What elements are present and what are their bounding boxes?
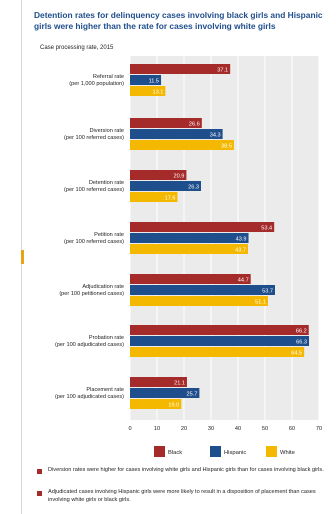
bar-value-label: 37.1 <box>217 68 228 74</box>
bar-black <box>130 325 309 335</box>
accent-mark <box>21 250 24 264</box>
bar-white <box>130 347 305 357</box>
legend-swatch-white <box>266 446 277 457</box>
bar-white <box>130 86 166 96</box>
category-label: Detention rate <box>89 180 124 186</box>
bar-value-label: 51.1 <box>255 300 266 306</box>
bar-value-label: 25.7 <box>186 392 197 398</box>
bar-value-label: 20.9 <box>174 174 185 180</box>
bar-value-label: 44.7 <box>238 278 249 284</box>
bar-value-label: 38.5 <box>221 144 232 150</box>
bar-value-label: 53.4 <box>261 226 272 232</box>
bar-black <box>130 64 231 74</box>
bar-hispanic <box>130 129 223 139</box>
bar-black <box>130 222 275 232</box>
chart-title: Detention rates for delinquency cases in… <box>34 10 323 31</box>
x-tick-label: 70 <box>316 426 322 432</box>
category-label: Diversion rate <box>89 128 124 134</box>
note-bullet <box>37 491 42 496</box>
bar-black <box>130 274 251 284</box>
bar-white <box>130 244 248 254</box>
bar-value-label: 66.2 <box>296 329 307 335</box>
bar-white <box>130 399 182 409</box>
category-sublabel: (per 100 adjudicated cases) <box>55 342 124 348</box>
bar-black <box>130 118 202 128</box>
category-label: Adjudication rate <box>82 284 124 290</box>
category-label: Probation rate <box>89 335 124 341</box>
bar-value-label: 43.7 <box>235 248 246 254</box>
bar-black <box>130 377 187 387</box>
category-label: Placement rate <box>86 387 124 393</box>
legend-swatch-black <box>154 446 165 457</box>
category-sublabel: (per 100 referred cases) <box>64 187 124 193</box>
x-tick-label: 30 <box>208 426 214 432</box>
bar-value-label: 11.5 <box>149 79 159 85</box>
bar-value-label: 66.3 <box>296 340 307 346</box>
note-bullet <box>37 469 42 474</box>
note-2: Adjudicated cases involving Hispanic gir… <box>48 489 316 503</box>
legend-label-white: White <box>280 450 295 456</box>
bar-value-label: 21.1 <box>174 381 185 387</box>
bar-white <box>130 192 178 202</box>
legend-swatch-hispanic <box>210 446 221 457</box>
x-tick-label: 10 <box>154 426 160 432</box>
bar-value-label: 34.3 <box>210 133 221 139</box>
x-tick-label: 20 <box>181 426 187 432</box>
bar-hispanic <box>130 75 162 85</box>
category-sublabel: (per 1,000 population) <box>69 81 124 87</box>
bar-hispanic <box>130 233 249 243</box>
category-sublabel: (per 100 petitioned cases) <box>59 291 124 297</box>
bar-white <box>130 140 234 150</box>
legend-label-black: Black <box>168 450 182 456</box>
bar-hispanic <box>130 181 202 191</box>
bar-value-label: 19.0 <box>168 403 179 409</box>
category-sublabel: (per 100 adjudicated cases) <box>55 394 124 400</box>
bar-black <box>130 170 187 180</box>
bar-value-label: 26.3 <box>188 185 199 191</box>
x-tick-label: 0 <box>128 426 131 432</box>
category-sublabel: (per 100 referred cases) <box>64 135 124 141</box>
bar-hispanic <box>130 336 310 346</box>
bar-value-label: 64.5 <box>291 351 302 357</box>
bar-value-label: 17.6 <box>165 196 176 202</box>
category-label: Petition rate <box>94 232 124 238</box>
bar-hispanic <box>130 388 200 398</box>
legend-label-hispanic: Hispanic <box>224 450 246 456</box>
note-1: Diversion rates were higher for cases in… <box>48 467 324 473</box>
bar-value-label: 26.6 <box>189 122 200 128</box>
category-label: Referral rate <box>93 74 124 80</box>
bar-white <box>130 296 268 306</box>
x-tick-label: 40 <box>235 426 241 432</box>
x-tick-label: 50 <box>262 426 268 432</box>
chart-subtitle: Case processing rate, 2015 <box>40 45 114 51</box>
bar-hispanic <box>130 285 275 295</box>
category-sublabel: (per 100 referred cases) <box>64 239 124 245</box>
bar-value-label: 53.7 <box>262 289 273 295</box>
bar-value-label: 43.9 <box>236 237 247 243</box>
bar-value-label: 13.1 <box>152 90 163 96</box>
x-tick-label: 60 <box>289 426 295 432</box>
